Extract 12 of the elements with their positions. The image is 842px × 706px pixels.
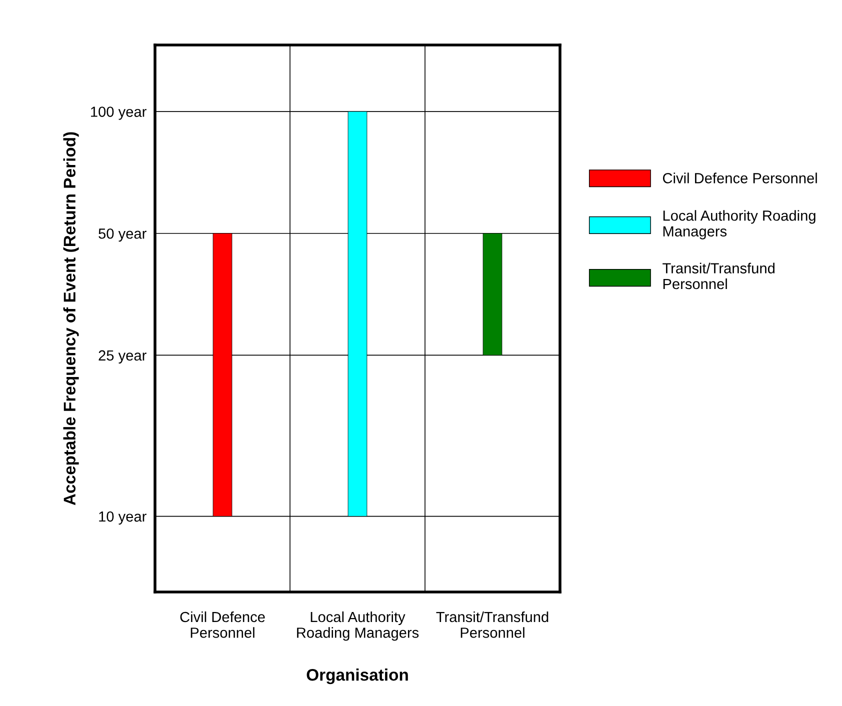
y-tick-label: 100 year	[91, 106, 146, 120]
y-tick-label: 10 year	[99, 511, 146, 525]
legend-label: Transit/Transfund Personnel	[662, 262, 774, 290]
x-tick-label: Local Authority Roading Managers	[297, 611, 419, 641]
y-tick-label: 50 year	[98, 228, 146, 242]
x-tick-label: Transit/Transfund Personnel	[436, 611, 548, 638]
x-tick-label: Civil Defence Personnel	[180, 611, 265, 638]
x-axis-title: Organisation	[306, 668, 408, 684]
legend-label: Civil Defence Personnel	[662, 172, 817, 184]
y-tick-label: 25 year	[98, 350, 146, 364]
legend-label: Local Authority Roading Managers	[663, 210, 816, 240]
y-axis-title: Acceptable Frequency of Event (Return Period)	[63, 132, 79, 506]
